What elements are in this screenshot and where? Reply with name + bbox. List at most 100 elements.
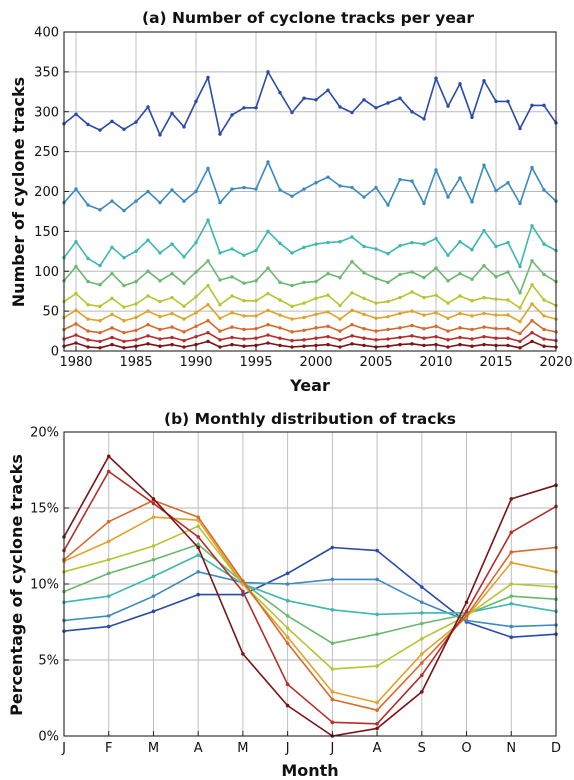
panel-a-data-point [122,339,126,344]
panel-a-data-point [422,117,426,121]
panel-b-y-axis-label: Percentage of cyclone tracks [7,454,26,716]
panel-b-series-line [63,516,557,704]
panel-b-data-point [330,608,335,612]
panel-a-data-point [170,311,174,316]
panel-a-data-point [434,293,438,297]
panel-a-data-point [110,245,114,250]
panel-a-data-point [110,335,114,340]
panel-a-data-point [434,334,438,339]
panel-a-data-point [446,104,450,108]
panel-a-data-point [86,279,90,284]
panel-a-data-point [494,297,498,301]
panel-a-data-point [266,160,270,164]
panel-a-data-point [470,248,474,252]
panel-a-data-point [302,328,306,332]
panel-a-series-line [63,340,557,349]
panel-a-data-point [206,259,210,263]
panel-a-y-tick-label: 350 [34,65,59,80]
panel-a-data-point [398,335,402,340]
panel-a-data-point [254,326,258,331]
panel-a-data-point [374,329,378,333]
panel-b-data-point [106,469,111,474]
panel-a-data-point [458,311,462,316]
panel-a-data-point [530,302,534,306]
panel-a-x-axis-label: Year [289,376,330,395]
panel-a-data-point [146,334,150,338]
panel-a-data-point [110,199,114,203]
panel-a-data-point [278,313,282,317]
panel-b-data-point [509,560,514,565]
panel-a-data-point [422,326,426,331]
panel-a-data-point [182,345,186,349]
panel-a-data-point [326,88,330,92]
panel-a-data-point [494,244,498,249]
panel-a-data-point [338,275,342,280]
panel-a-x-tick-label: 1995 [239,355,272,370]
panel-a-data-point [434,76,438,80]
panel-a-data-point [470,327,474,332]
panel-a-data-point [206,166,210,171]
panel-a-data-point [410,342,414,346]
panel-a-data-point [542,337,546,341]
panel-b-data-point [375,722,379,726]
panel-b-data-point [285,582,290,586]
panel-a-data-point [122,283,126,288]
panel-a-data-point [386,299,390,304]
panel-a-data-point [314,98,318,102]
panel-a-data-point [422,313,426,317]
panel-b-series-line [63,455,557,737]
panel-a-data-point [134,249,138,254]
panel-a-data-point [218,329,222,333]
panel-a-data-point [134,328,138,332]
panel-b-y-tick-label: 0% [38,730,59,745]
panel-b-series-line [63,470,557,725]
panel-a-data-point [518,126,522,131]
panel-b-data-point [375,577,379,582]
panel-a-data-point [398,272,402,277]
panel-b-x-tick-label: A [194,741,203,756]
panel-a-data-point [518,319,522,324]
panel-a-data-point [86,203,90,207]
panel-a-data-point [506,240,510,245]
panel-a-data-point [98,304,102,309]
panel-a-data-point [290,330,294,334]
panel-a-x-tick-label: 2010 [419,355,452,370]
panel-a-data-point [446,338,450,342]
panel-b-y-tick-label: 15% [30,502,59,517]
panel-b-data-point [285,682,290,687]
panel-a-data-point [386,315,390,319]
panel-a-data-point [434,266,438,270]
panel-b-data-point [509,624,514,629]
panel-b-data-point [509,530,514,535]
panel-a-data-point [146,269,150,273]
panel-a-data-point [266,341,270,345]
panel-a-data-point [326,342,330,347]
panel-a-data-point [482,228,486,233]
panel-b-data-point [375,632,379,636]
panel-a-data-point [482,78,486,83]
panel-a-data-point [302,338,306,342]
panel-a-data-point [434,311,438,315]
panel-b-data-point [106,539,111,544]
panel-a-data-point [386,280,390,285]
panel-a-data-point [386,327,390,332]
panel-a-data-point [110,312,114,317]
panel-a-data-point [350,342,354,346]
panel-a-data-point [266,229,270,234]
panel-a-data-point [98,346,102,350]
panel-a-data-point [374,185,378,190]
panel-a-data-point [230,187,234,191]
panel-a-data-point [254,279,258,283]
panel-b-data-point [241,652,245,656]
panel-a-data-point [314,336,318,340]
panel-a-data-point [482,163,486,167]
panel-a-data-point [314,279,318,284]
panel-a-data-point [338,240,342,244]
panel-b-data-point [196,545,200,550]
panel-a-data-point [218,200,222,205]
panel-a-data-point [194,270,198,274]
panel-a-data-point [278,326,282,330]
panel-a-data-point [362,98,366,102]
panel-a-data-point [170,242,174,246]
panel-a-data-point [158,299,162,304]
